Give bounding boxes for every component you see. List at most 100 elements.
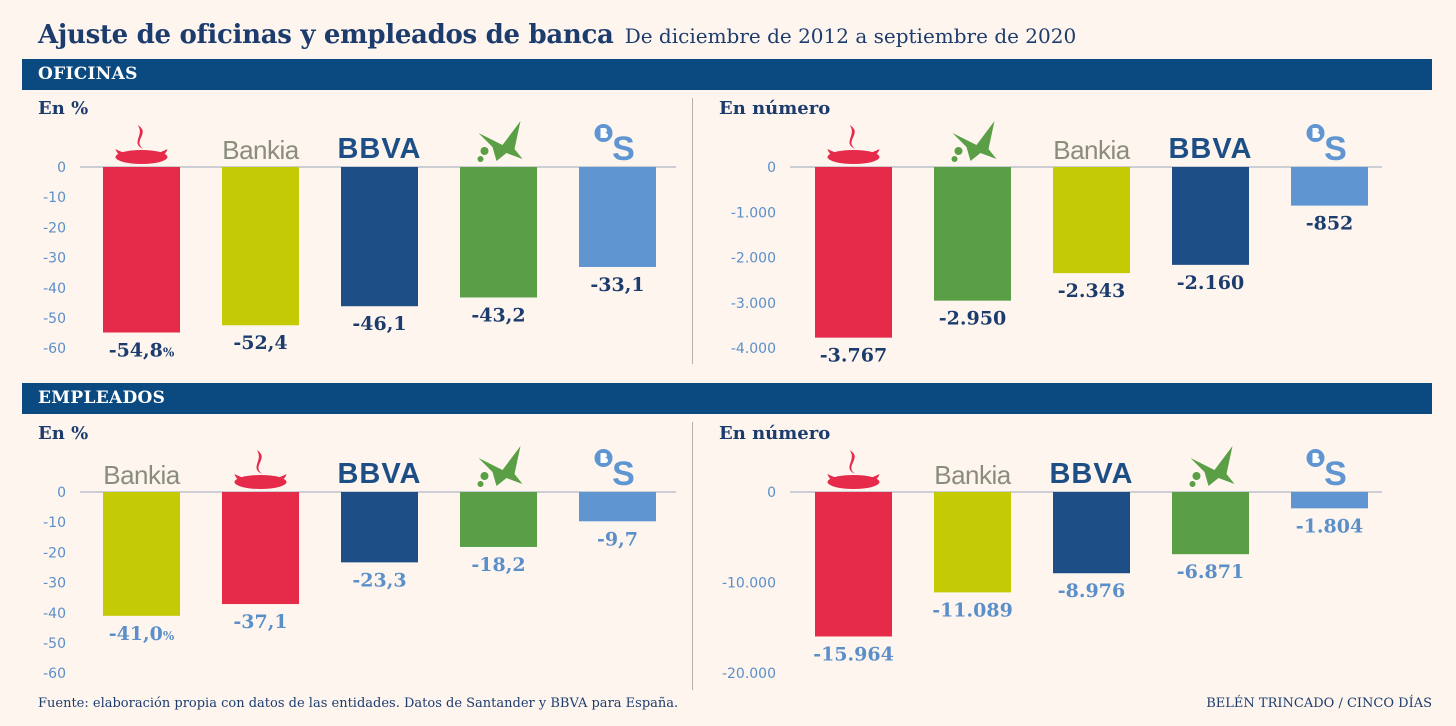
sabadell-logo-icon: S — [1306, 449, 1347, 493]
bar-bankia — [222, 167, 299, 326]
santander-logo-icon — [827, 450, 880, 489]
section-label-empleados: EMPLEADOS — [38, 388, 166, 408]
y-tick-label: -10 — [43, 190, 66, 206]
y-tick-label: -10.000 — [722, 576, 776, 592]
bar-bbva — [1053, 492, 1130, 574]
caixabank-logo-icon — [1189, 446, 1235, 487]
caixabank-logo-icon — [477, 121, 523, 162]
bankia-logo-icon: Bankia — [222, 135, 300, 165]
data-label: -6.871 — [1177, 561, 1244, 583]
bbva-logo-icon: BBVA — [337, 133, 420, 165]
svg-text:S: S — [612, 130, 635, 168]
svg-text:Bankia: Bankia — [103, 460, 181, 490]
svg-text:S: S — [612, 455, 635, 493]
svg-text:Bankia: Bankia — [1053, 135, 1131, 165]
y-tick-label: -40 — [43, 281, 66, 297]
data-label: -11.089 — [932, 599, 1013, 621]
panel-title-oficinas-number: En número — [719, 98, 831, 119]
y-tick-label: -60 — [43, 666, 66, 682]
data-label: -23,3 — [352, 569, 406, 591]
chart-subtitle: De diciembre de 2012 a septiembre de 202… — [624, 24, 1077, 48]
y-tick-label: -50 — [43, 636, 66, 652]
credit-line: BELÉN TRINCADO / CINCO DÍAS — [1206, 696, 1432, 711]
section-bar-empleados: EMPLEADOS — [22, 383, 1432, 414]
y-tick-label: -40 — [43, 606, 66, 622]
y-tick-label: -60 — [43, 341, 66, 357]
y-tick-label: -1.000 — [731, 205, 776, 221]
caixabank-logo-icon — [477, 446, 523, 487]
y-tick-label: -50 — [43, 311, 66, 327]
panel-divider — [692, 98, 693, 364]
panel-title-empleados-number: En número — [719, 423, 831, 444]
svg-text:S: S — [1324, 130, 1347, 168]
svg-text:BBVA: BBVA — [1049, 458, 1133, 490]
bankia-logo-icon: Bankia — [934, 460, 1012, 490]
panel-title-empleados-percent: En % — [38, 423, 89, 444]
chart-title: Ajuste de oficinas y empleados de banca — [38, 20, 614, 50]
source-note: Fuente: elaboración propia con datos de … — [38, 696, 679, 711]
data-label: -33,1 — [590, 274, 644, 296]
bar-bankia — [103, 492, 180, 616]
data-label: -2.950 — [939, 308, 1006, 330]
bar-caixabank — [460, 167, 537, 298]
y-tick-label: -2.000 — [731, 251, 776, 267]
data-label: -54,8% — [109, 339, 175, 361]
y-tick-label: -20 — [43, 545, 66, 561]
data-label: -46,1 — [352, 313, 406, 335]
y-tick-label: -20.000 — [722, 666, 776, 682]
bar-sabadell — [1291, 167, 1368, 206]
data-label: -1.804 — [1296, 515, 1363, 537]
data-label: -37,1 — [233, 611, 287, 633]
data-label: -52,4 — [233, 332, 287, 354]
y-tick-label: 0 — [767, 160, 776, 176]
section-label-oficinas: OFICINAS — [38, 64, 138, 84]
sabadell-logo-icon: S — [1306, 124, 1347, 168]
y-tick-label: -10 — [43, 515, 66, 531]
bar-bankia — [934, 492, 1011, 593]
bbva-logo-icon: BBVA — [1168, 133, 1251, 165]
data-label: -41,0% — [109, 623, 175, 645]
bar-santander — [103, 167, 180, 333]
data-label: -18,2 — [471, 554, 525, 576]
y-tick-label: 0 — [767, 485, 776, 501]
bar-sabadell — [579, 167, 656, 267]
bar-santander — [222, 492, 299, 605]
bar-caixabank — [934, 167, 1011, 301]
y-tick-label: -3.000 — [731, 296, 776, 312]
sabadell-logo-icon: S — [594, 449, 635, 493]
chart-header: Ajuste de oficinas y empleados de banca … — [38, 20, 1076, 50]
sabadell-logo-icon: S — [594, 124, 635, 168]
data-label: -3.767 — [820, 345, 887, 367]
bar-caixabank — [1172, 492, 1249, 555]
y-tick-label: -20 — [43, 220, 66, 236]
santander-logo-icon — [115, 125, 168, 164]
bankia-logo-icon: Bankia — [1053, 135, 1131, 165]
bar-santander — [815, 492, 892, 637]
santander-logo-icon — [827, 125, 880, 164]
y-tick-label: -4.000 — [731, 341, 776, 357]
svg-text:Bankia: Bankia — [222, 135, 300, 165]
bar-bankia — [1053, 167, 1130, 274]
panel-title-oficinas-percent: En % — [38, 98, 89, 119]
bar-bbva — [341, 167, 418, 307]
bar-bbva — [1172, 167, 1249, 265]
bar-bbva — [341, 492, 418, 563]
y-tick-label: -30 — [43, 251, 66, 267]
bbva-logo-icon: BBVA — [1049, 458, 1133, 490]
santander-logo-icon — [234, 450, 287, 489]
bbva-logo-icon: BBVA — [337, 458, 421, 490]
y-tick-label: 0 — [57, 485, 66, 501]
data-label: -2.160 — [1177, 272, 1244, 294]
panel-divider — [692, 422, 693, 690]
section-bar-oficinas: OFICINAS — [22, 59, 1432, 90]
y-tick-label: -30 — [43, 576, 66, 592]
data-label: -852 — [1306, 213, 1354, 235]
bar-sabadell — [1291, 492, 1368, 509]
bar-santander — [815, 167, 892, 338]
data-label: -2.343 — [1058, 280, 1125, 302]
svg-text:BBVA: BBVA — [337, 458, 421, 490]
